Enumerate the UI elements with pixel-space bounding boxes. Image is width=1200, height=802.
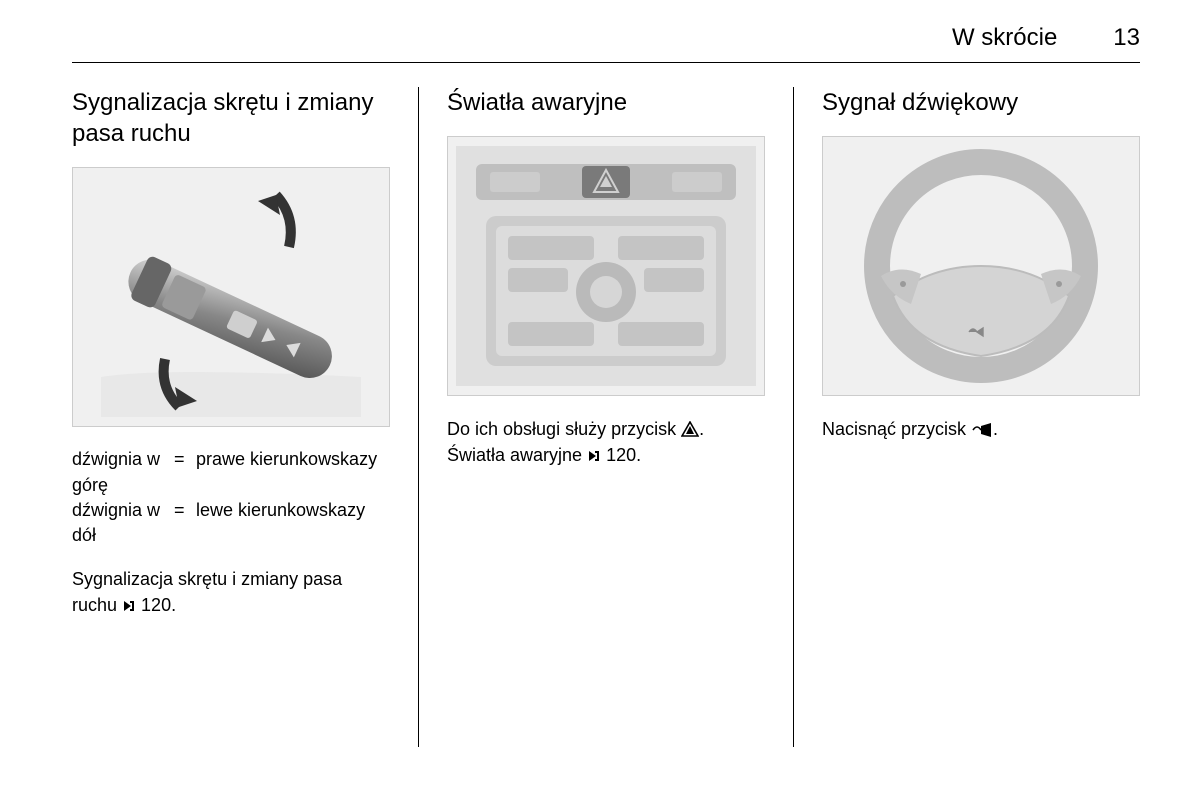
- page-number: 13: [1113, 24, 1140, 52]
- hazard-triangle-icon: [681, 421, 699, 437]
- col1-footer-text: Sygnalizacja skrętu i zmiany pasa ruchu …: [72, 566, 390, 618]
- col1-title: Sygnalizacja skrętu i zmiany pasa ruchu: [72, 87, 390, 149]
- col2-title: Światła awaryjne: [447, 87, 765, 118]
- col2-line1: Do ich obsługi służy przycisk .: [447, 416, 765, 442]
- table-cell-left: dźwignia w górę: [72, 447, 174, 497]
- page-ref-icon: [122, 599, 136, 613]
- table-cell-eq: =: [174, 498, 196, 548]
- col1-illustration: [72, 167, 390, 427]
- col3-illustration: [822, 136, 1140, 396]
- page-header: W skrócie 13: [72, 24, 1140, 63]
- table-cell-right: prawe kierunkowskazy: [196, 447, 390, 497]
- col3-line-post: .: [993, 419, 998, 439]
- turn-signal-lever-icon: [101, 177, 361, 417]
- table-cell-left: dźwignia w dół: [72, 498, 174, 548]
- hazard-dashboard-icon: [456, 146, 756, 386]
- table-row: dźwignia w dół = lewe kierunkowskazy: [72, 498, 390, 548]
- col3-title: Sygnał dźwiękowy: [822, 87, 1140, 118]
- header-section-title: W skrócie: [952, 24, 1057, 52]
- column-1: Sygnalizacja skrętu i zmiany pasa ruchu: [72, 87, 418, 747]
- column-2: Światła awaryjne: [418, 87, 793, 747]
- page-ref-icon: [587, 449, 601, 463]
- col2-line2-ref: 120.: [606, 445, 641, 465]
- col3-line-pre: Nacisnąć przycisk: [822, 419, 971, 439]
- table-cell-eq: =: [174, 447, 196, 497]
- col2-line2-pre: Światła awaryjne: [447, 445, 587, 465]
- content-columns: Sygnalizacja skrętu i zmiany pasa ruchu: [72, 87, 1140, 747]
- col2-line1-pre: Do ich obsługi służy przycisk: [447, 419, 681, 439]
- col2-line1-post: .: [699, 419, 704, 439]
- col1-footer-ref: 120.: [141, 595, 176, 615]
- col1-table: dźwignia w górę = prawe kierunkowskazy d…: [72, 447, 390, 548]
- column-3: Sygnał dźwiękowy Nacisnąć przycisk .: [793, 87, 1140, 747]
- steering-wheel-icon: [841, 146, 1121, 386]
- col1-footer-pre: Sygnalizacja skrętu i zmiany pasa ruchu: [72, 569, 342, 615]
- col2-illustration: [447, 136, 765, 396]
- table-row: dźwignia w górę = prawe kierunkowskazy: [72, 447, 390, 497]
- horn-icon: [971, 423, 993, 437]
- table-cell-right: lewe kierunkowskazy: [196, 498, 390, 548]
- col3-line: Nacisnąć przycisk .: [822, 416, 1140, 442]
- col2-line2: Światła awaryjne 120.: [447, 442, 765, 468]
